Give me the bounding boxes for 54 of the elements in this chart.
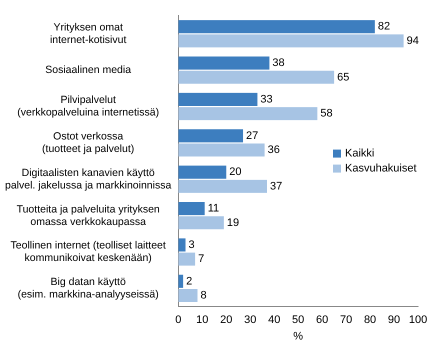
data-label: 7 (198, 253, 204, 266)
bar (178, 216, 224, 230)
data-label: 8 (200, 290, 207, 302)
data-label: 3 (188, 238, 195, 251)
y-tick-label: Teollinen internet (teolliset laitteet kommunikoivat keskenään) (10, 240, 166, 264)
data-label: 2 (186, 275, 192, 288)
bar (178, 166, 226, 179)
bar (178, 107, 318, 120)
bar (178, 34, 404, 48)
x-tick-label: 100 (408, 314, 428, 326)
data-label: 58 (320, 108, 333, 120)
y-tick-label: Yrityksen omat internet-kotisivut (50, 21, 126, 46)
bar (178, 274, 184, 288)
data-label: 82 (378, 20, 390, 33)
data-label: 65 (337, 71, 350, 84)
x-tick-label: 20 (220, 314, 232, 326)
y-tick-label: Sosiaalinen media (45, 64, 132, 76)
data-label: 27 (246, 130, 258, 142)
bar (178, 92, 258, 106)
x-tick-label: 60 (316, 314, 328, 326)
data-label: 19 (226, 216, 240, 229)
bar (178, 180, 268, 193)
bar (178, 252, 196, 266)
bar (178, 70, 334, 84)
bar (178, 56, 270, 70)
x-tick-label: 80 (364, 314, 376, 326)
bar (178, 20, 375, 34)
x-tick-label: 40 (268, 314, 280, 326)
y-tick-label: Big datan käyttö (esim. markkina-analyyseissä) (18, 276, 159, 301)
y-tick-label: Tuotteita ja palveluita yrityksen omassa verkkokaupassa (16, 203, 160, 228)
data-label: 36 (268, 144, 280, 156)
y-tick-label: Ostot verkossa (tuotteet ja palvelut) (42, 130, 134, 156)
bar (178, 238, 186, 252)
data-label: 94 (406, 34, 419, 47)
data-label: 11 (208, 202, 220, 215)
bar (178, 288, 198, 302)
y-tick-label: Digitaalisten kanavien käyttö palvel. jakelussa ja markkinoinnissa (4, 166, 172, 192)
y-tick-label: Pilvipalvelut (verkkopalveluina internetissä) (17, 94, 160, 119)
data-label: 20 (229, 166, 242, 178)
x-tick-label: 50 (292, 314, 304, 326)
bar (178, 202, 205, 216)
data-label: 38 (272, 57, 285, 70)
x-tick-label: 90 (388, 314, 400, 326)
bar (178, 129, 244, 142)
data-label: 33 (260, 93, 273, 106)
data-label: 37 (270, 180, 282, 192)
x-tick-label: 30 (244, 314, 256, 326)
x-axis-title: % (293, 330, 304, 342)
x-tick-label: 70 (340, 314, 352, 326)
bar (178, 143, 265, 157)
x-tick-label: 0 (175, 314, 182, 326)
x-tick-label: 10 (196, 314, 208, 326)
legend-label: Kaikki (345, 148, 374, 160)
legend-label: Kasvuhakuiset (345, 162, 417, 175)
